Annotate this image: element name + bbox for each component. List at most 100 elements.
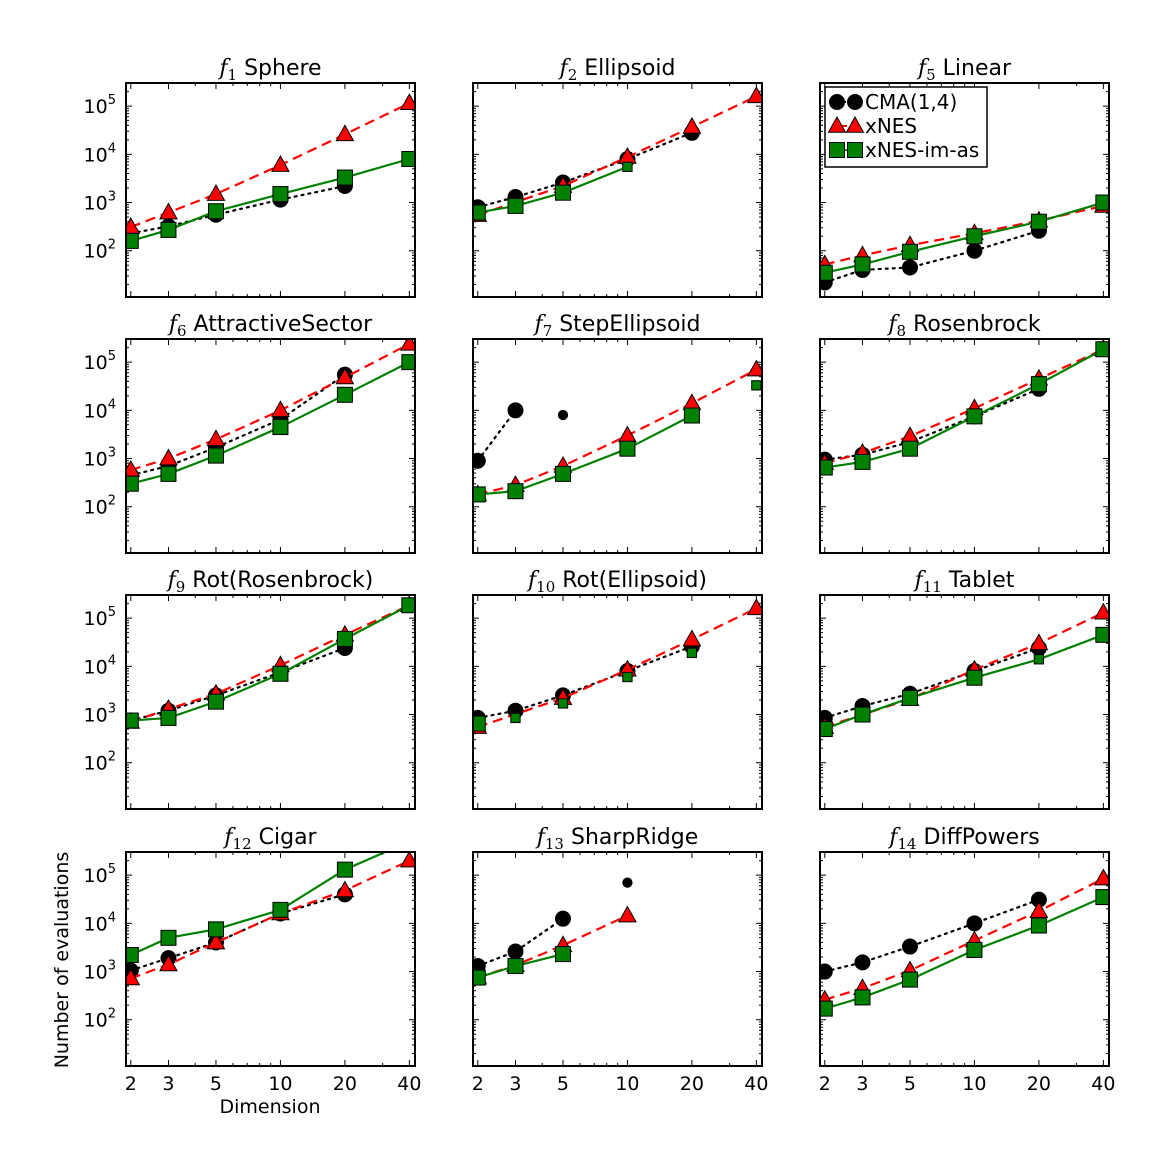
panel-title: f7 StepEllipsoid [533,312,701,340]
plot-frame [472,594,763,810]
data-point-xnes [1029,633,1049,651]
series-line-xnes-im-as [477,165,628,214]
data-point-xnes [335,880,355,898]
plot-area [820,339,1109,476]
data-point-xnes-im-as [160,709,177,726]
x-tick-label: 40 [744,1073,768,1095]
data-point-xnes-im-as [207,203,224,220]
data-point-xnes-im-as [854,453,871,470]
panel-title: f10 Rot(Ellipsoid) [526,568,707,596]
y-tick-label: 105 [84,862,116,887]
data-point-cma-1-4 [966,915,983,932]
legend-marker-icon [827,115,847,133]
data-point-xnes [335,367,355,385]
title-name: Rot(Ellipsoid) [555,568,707,593]
data-point-xnes [159,202,178,220]
data-point-xnes-im-as [854,706,871,723]
plot-frame [125,338,416,554]
y-tick-label: 104 [84,397,116,422]
legend-label: xNES-im-as [865,138,979,162]
data-point-xnes [399,339,415,351]
x-axis-label: Dimension [220,1096,321,1118]
title-name: DiffPowers [917,825,1040,850]
data-point-xnes [682,393,702,411]
y-tick-label: 105 [84,349,116,374]
data-point-xnes-im-as [901,243,918,260]
title-subscript: 14 [897,835,916,853]
plot-area [473,877,637,986]
title-name: Linear [936,56,1012,81]
panel-f1: f1 Sphere 102 103 104 105 [84,56,416,298]
data-point-xnes-im-as [160,929,177,946]
title-subscript: 9 [176,578,186,596]
ticks [473,338,762,553]
title-name: Rot(Rosenbrock) [185,568,373,593]
plot-frame [125,82,416,298]
panel-title: f5 Linear [916,56,1012,84]
panel-f11: f11 Tablet [819,568,1110,810]
data-point-xnes-im-as [683,407,700,424]
x-tick-label: 5 [557,1073,569,1095]
data-point-xnes [1029,901,1049,918]
legend-marker-icon [829,142,845,158]
data-point-xnes [618,425,637,443]
legend-entry: xNES [827,114,917,138]
data-point-xnes-im-as [126,232,139,249]
y-tick-label: 104 [84,910,116,935]
legend-entry: xNES-im-as [829,138,979,162]
data-point-xnes [399,93,415,111]
title-name: SharpRidge [564,825,698,850]
title-subscript: 10 [536,578,555,596]
series-line-xnes [824,348,1104,465]
series-line-cma-1-4 [129,184,347,235]
title-subscript: 11 [923,578,942,596]
title-name: Cigar [252,825,318,850]
x-tick-label: 3 [509,1073,521,1095]
data-point-xnes-im-as [1095,194,1109,211]
panel-f10: f10 Rot(Ellipsoid) [472,568,763,810]
data-point-xnes-im-as [1095,889,1109,906]
data-point-xnes-im-as [966,408,983,425]
title-name: StepEllipsoid [552,312,700,337]
title-subscript: 12 [233,835,252,853]
panel-f5: f5 Linear [819,56,1110,298]
legend-marker-icon [845,115,865,133]
panel-title: f6 AttractiveSector [167,312,373,340]
data-point-xnes [746,359,762,377]
data-point-xnes [746,598,762,616]
data-point-xnes [682,116,702,134]
data-point-xnes-im-as [272,186,289,203]
title-subscript: 8 [897,322,907,340]
x-tick-label: 40 [1091,1073,1115,1095]
legend-marker-icon [847,94,863,110]
title-name: AttractiveSector [187,312,374,337]
plot-frame [472,851,763,1067]
data-point-xnes-im-as [336,386,353,403]
ticks [126,338,415,553]
data-point-xnes-im-as [507,197,524,214]
plot-area [126,93,415,249]
panel-f13: f13 SharpRidge 2 3 5 10 20 40 [472,825,769,1095]
series-line-xnes [824,877,1104,1001]
data-point-xnes-im-as [966,228,983,245]
plot-frame [472,82,763,298]
data-point-xnes-im-as [820,721,833,738]
data-point-cma-1-4 [554,910,571,927]
legend-label: CMA(1,4) [865,90,957,114]
data-point-xnes-im-as [686,647,698,659]
title-name: Sphere [237,56,322,81]
data-point-xnes-im-as [820,1000,833,1017]
data-point-xnes-im-as [901,971,918,988]
data-point-xnes-im-as [126,947,139,964]
y-tick-label: 105 [84,605,116,630]
title-subscript: 13 [545,835,564,853]
legend-marker-icon [829,94,845,110]
data-point-xnes [1093,868,1109,886]
panel-title: f14 DiffPowers [887,825,1039,853]
data-point-xnes-im-as [966,669,983,686]
title-subscript: 5 [926,66,936,84]
data-point-xnes [618,905,637,923]
x-tick-label: 2 [819,1073,831,1095]
